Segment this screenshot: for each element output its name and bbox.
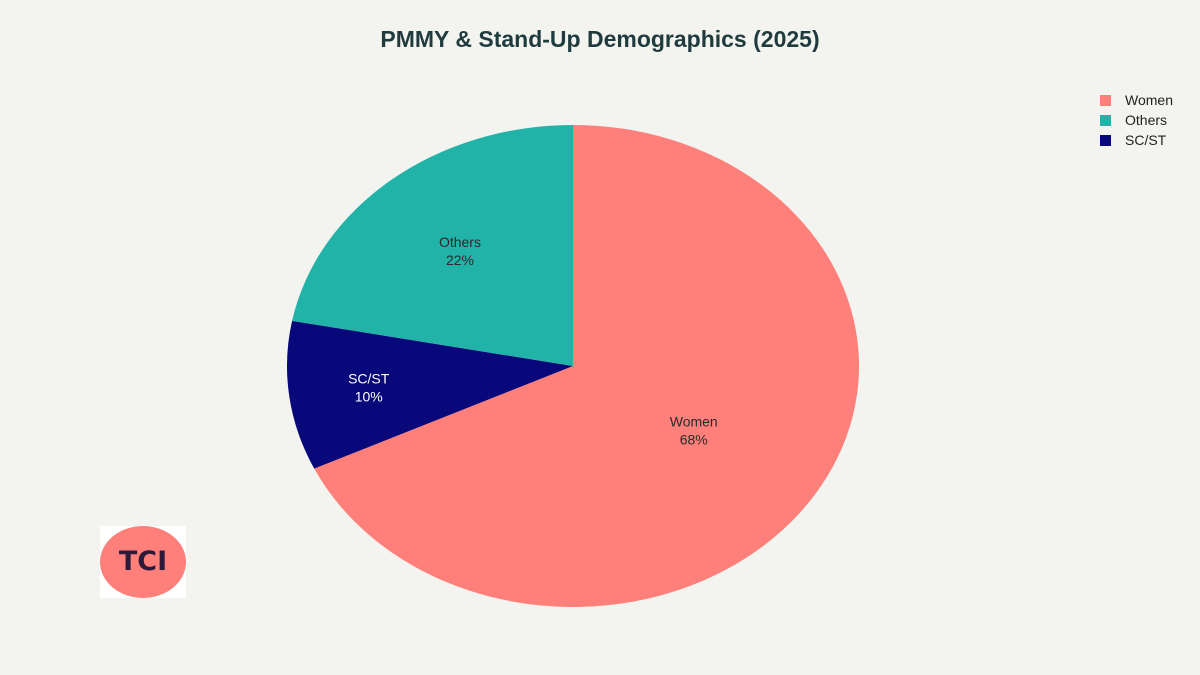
legend-swatch-women: [1100, 94, 1111, 106]
legend-label-others: Others: [1125, 112, 1168, 128]
legend-item-women[interactable]: Women: [1100, 90, 1173, 110]
legend-swatch-others: [1100, 114, 1111, 126]
slice-label-women: Women: [670, 414, 718, 430]
slice-label-sc-st: SC/ST: [348, 371, 390, 387]
legend-item-others[interactable]: Others: [1100, 110, 1173, 130]
legend-label-women: Women: [1125, 92, 1173, 108]
chart-title: PMMY & Stand-Up Demographics (2025): [380, 26, 820, 52]
slice-value-women: 68%: [680, 432, 708, 448]
slice-value-others: 22%: [446, 252, 474, 268]
legend-label-scst: SC/ST: [1125, 132, 1167, 148]
slice-value-sc-st: 10%: [355, 389, 383, 405]
tci-logo: TCI: [100, 526, 186, 598]
pie-slice-sc-st[interactable]: [287, 320, 573, 469]
slice-label-others: Others: [439, 234, 481, 250]
logo-text: TCI: [118, 546, 168, 577]
logo-badge-icon: [100, 526, 186, 598]
legend-swatch-scst: [1100, 134, 1111, 146]
legend-item-scst[interactable]: SC/ST: [1100, 130, 1173, 150]
legend: Women Others SC/ST: [1100, 90, 1173, 150]
pie-slice-others[interactable]: [292, 125, 573, 366]
pie-slice-women[interactable]: [314, 125, 859, 607]
